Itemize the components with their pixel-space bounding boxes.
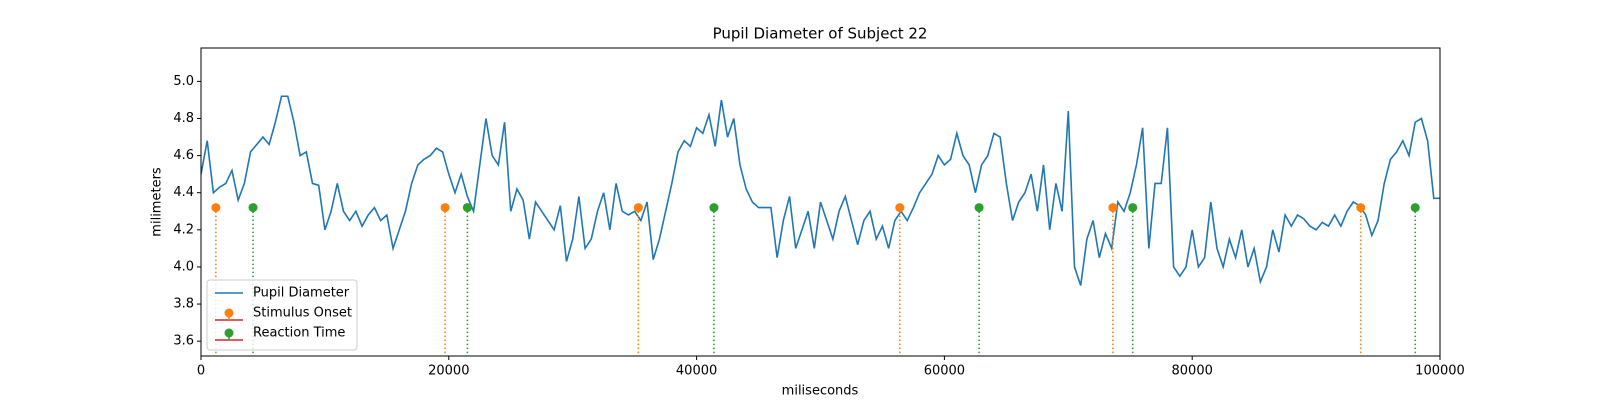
y-tick-label: 3.8 [173, 297, 194, 312]
pupil-line [201, 95, 1440, 286]
y-tick-label: 4.6 [173, 148, 194, 163]
legend-marker [224, 308, 234, 318]
y-tick-label: 5.0 [173, 74, 194, 89]
x-axis-label: miliseconds [782, 384, 859, 399]
chart-title: Pupil Diameter of Subject 22 [713, 25, 928, 43]
x-tick-label: 100000 [1415, 364, 1465, 379]
x-tick-label: 80000 [1172, 364, 1213, 379]
legend-label: Reaction Time [253, 326, 345, 341]
legend-marker [224, 328, 234, 338]
y-axis-label: milimeters [150, 167, 165, 237]
legend-box [206, 279, 358, 351]
stem-marker [462, 203, 472, 213]
stem-marker [1410, 203, 1420, 213]
y-tick-label: 4.4 [173, 185, 194, 200]
x-tick-label: 40000 [676, 364, 717, 379]
stem-marker [633, 203, 643, 213]
stem-marker [211, 203, 221, 213]
stem-marker [440, 203, 450, 213]
y-tick-label: 4.2 [173, 222, 194, 237]
stem-marker [1128, 203, 1138, 213]
stem-marker [709, 203, 719, 213]
stem-marker [974, 203, 984, 213]
y-tick-label: 3.6 [173, 334, 194, 349]
stem-marker [895, 203, 905, 213]
stem-marker [248, 203, 258, 213]
x-tick-label: 0 [197, 364, 205, 379]
legend-label: Stimulus Onset [253, 306, 352, 321]
x-tick-label: 20000 [428, 364, 469, 379]
plot-frame [200, 47, 1441, 357]
y-tick-label: 4.0 [173, 259, 194, 274]
stem-marker [1356, 203, 1366, 213]
stem-marker [1108, 203, 1118, 213]
y-tick-label: 4.8 [173, 111, 194, 126]
legend-label: Pupil Diameter [253, 286, 350, 301]
x-tick-label: 60000 [924, 364, 965, 379]
